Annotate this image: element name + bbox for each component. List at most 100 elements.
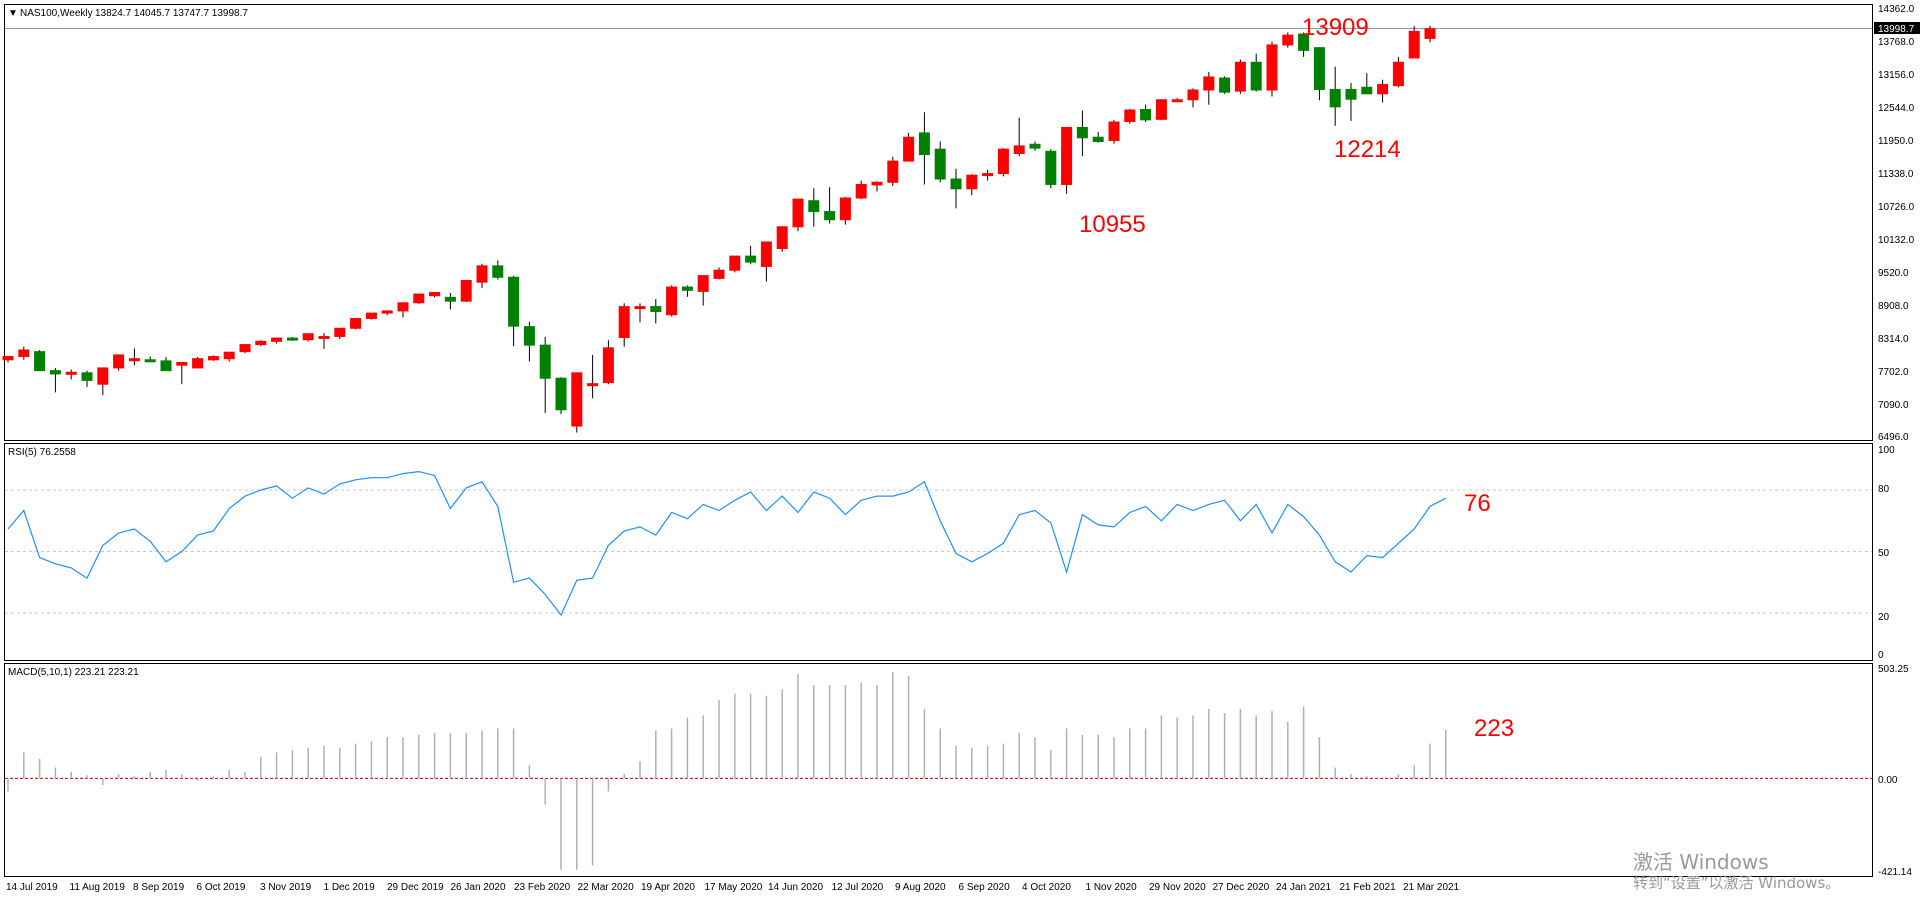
candle-body <box>618 306 630 339</box>
candle-body <box>745 255 757 263</box>
candle-body <box>887 160 899 183</box>
date-label: 21 Feb 2021 <box>1340 882 1397 893</box>
candle-body <box>1045 150 1057 185</box>
rsi-line-group <box>7 470 1447 617</box>
candle-body <box>1108 121 1120 141</box>
candle-body <box>128 358 140 362</box>
date-label: 8 Sep 2019 <box>133 882 185 893</box>
candle-body <box>1298 33 1310 51</box>
price-panel-frame <box>4 4 1873 441</box>
candle-body <box>1234 61 1246 92</box>
candle-body <box>666 286 678 316</box>
candle-body <box>1313 47 1325 90</box>
candle-body <box>1266 44 1278 91</box>
candle-body <box>1203 76 1215 91</box>
candle-body <box>318 335 330 339</box>
price-tick-label: 11950.0 <box>1878 136 1914 147</box>
macd-panel-title: MACD(5,10,1) 223.21 223.21 <box>8 667 139 678</box>
date-label: 14 Jun 2020 <box>768 882 823 893</box>
date-label: 19 Apr 2020 <box>641 882 695 893</box>
date-label: 23 Feb 2020 <box>514 882 571 893</box>
candle-body <box>334 327 346 337</box>
price-tick-label: 7090.0 <box>1878 400 1909 411</box>
candle-body <box>239 344 251 353</box>
candle-body <box>302 333 314 341</box>
candle-body <box>271 337 283 342</box>
annotation-low-10955: 10955 <box>1079 211 1146 238</box>
candle-body <box>1124 109 1136 122</box>
rsi-panel-title: RSI(5) 76.2558 <box>8 447 76 458</box>
price-tick-label: 13768.0 <box>1878 37 1915 48</box>
candle-body <box>18 349 30 358</box>
candle-body <box>113 354 125 369</box>
candle-body <box>444 296 456 302</box>
date-label: 26 Jan 2020 <box>451 882 506 893</box>
candle-body <box>2 356 14 361</box>
macd-panel-frame <box>4 663 1873 877</box>
annotation-rsi-76: 76 <box>1464 490 1491 517</box>
date-label: 21 Mar 2021 <box>1403 882 1460 893</box>
candle-body <box>207 356 219 361</box>
candle-body <box>1140 109 1152 121</box>
candle-body <box>539 344 551 379</box>
rsi-panel-frame <box>4 443 1873 661</box>
price-tick-label: 7702.0 <box>1878 367 1909 378</box>
candle-body <box>413 293 425 304</box>
candle-body <box>713 269 725 279</box>
date-label: 1 Nov 2020 <box>1086 882 1138 893</box>
price-tick-label: 13156.0 <box>1878 70 1915 81</box>
candle-body <box>997 148 1009 175</box>
price-tick-label: 8314.0 <box>1878 334 1909 345</box>
price-tick-label: 8908.0 <box>1878 301 1909 312</box>
candle-body <box>286 337 298 341</box>
candle-body <box>49 370 61 375</box>
current-price-label: 13998.7 <box>1878 24 1915 35</box>
candle-body <box>1345 88 1357 100</box>
date-label: 17 May 2020 <box>705 882 763 893</box>
candle-body <box>1392 61 1404 87</box>
macd-tick-label: -421.14 <box>1878 867 1912 878</box>
annotation-macd-223: 223 <box>1474 715 1514 742</box>
candle-body <box>1187 89 1199 101</box>
date-label: 29 Dec 2019 <box>387 882 444 893</box>
rsi-tick-label: 50 <box>1878 548 1890 559</box>
price-panel-marker[interactable]: ▼ <box>8 8 18 19</box>
candle-body <box>144 359 156 363</box>
candle-body <box>1424 28 1436 39</box>
rsi-tick-label: 80 <box>1878 484 1890 495</box>
candle-body <box>1092 136 1104 143</box>
price-tick-label: 6496.0 <box>1878 432 1909 443</box>
candle-body <box>476 265 488 283</box>
rsi-line <box>7 470 1447 617</box>
macd-tick-label: 0.00 <box>1878 775 1898 786</box>
rsi-tick-label: 0 <box>1878 650 1884 661</box>
candle-body <box>918 132 930 156</box>
candle-body <box>1171 99 1183 103</box>
candle-body <box>397 302 409 312</box>
date-label: 24 Jan 2021 <box>1276 882 1331 893</box>
candle-body <box>1013 145 1025 155</box>
candle-body <box>523 326 535 346</box>
candle-body <box>1377 84 1389 95</box>
candle-body <box>492 265 504 278</box>
candle-body <box>681 286 693 291</box>
candle-body <box>1061 126 1073 185</box>
candle-body <box>602 347 614 384</box>
candle-body <box>97 367 109 385</box>
candle-body <box>34 351 46 372</box>
date-label: 14 Jul 2019 <box>6 882 58 893</box>
candle-body <box>192 358 204 369</box>
candle-body <box>81 372 93 381</box>
price-panel-ohlc: 13824.7 14045.7 13747.7 13998.7 <box>95 8 248 19</box>
candle-body <box>634 306 646 310</box>
macd-tick-label: 503.25 <box>1878 664 1909 675</box>
watermark-line-1: 激活 Windows <box>1633 850 1769 874</box>
candle-body <box>65 371 77 375</box>
current-price-box <box>1874 22 1920 34</box>
candle-body <box>1408 30 1420 59</box>
candle-body <box>1076 126 1088 139</box>
candle-body <box>1361 86 1373 95</box>
date-label: 3 Nov 2019 <box>260 882 312 893</box>
